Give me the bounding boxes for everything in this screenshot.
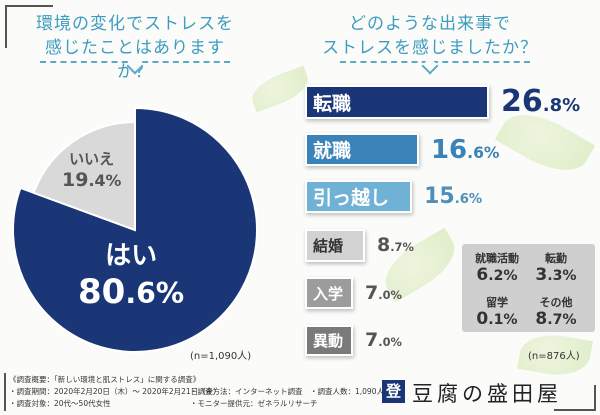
question-line: 環境の変化でストレスを bbox=[36, 14, 234, 34]
bar-value: 8.7% bbox=[377, 234, 414, 256]
bar-2: 引っ越し bbox=[305, 180, 413, 213]
bar-5: 異動 bbox=[305, 325, 354, 356]
corner-bracket bbox=[554, 385, 596, 411]
brand-name: 豆腐の盛田屋 bbox=[412, 382, 562, 406]
pie-chart bbox=[12, 106, 258, 353]
other-reason-value: 6.2% bbox=[476, 265, 518, 285]
sample-size: (n=876人) bbox=[528, 351, 580, 362]
bar-label: 引っ越し bbox=[313, 187, 390, 209]
bar-label: 転職 bbox=[313, 92, 352, 115]
bar-label: 異動 bbox=[313, 332, 344, 350]
brand-logo: 登 bbox=[382, 380, 405, 403]
bar-value: 26.8% bbox=[501, 84, 581, 119]
bar-3: 結婚 bbox=[305, 229, 365, 262]
bar-4: 入学 bbox=[305, 277, 354, 309]
other-reason-label: その他 bbox=[539, 296, 573, 309]
bar-0: 転職 bbox=[305, 85, 489, 119]
right-question: どのような出来事で ストレスを感じましたか？ bbox=[320, 12, 540, 60]
other-reason-value: 0.1% bbox=[476, 309, 518, 329]
corner-bracket bbox=[5, 5, 53, 48]
left-question: 環境の変化でストレスを 感じたことはありますか？ bbox=[30, 12, 240, 84]
pie-slice-no bbox=[32, 120, 136, 232]
other-reason-item: その他 8.7% bbox=[526, 294, 586, 329]
bar-value: 16.6% bbox=[430, 134, 500, 165]
slice-label: はい bbox=[105, 241, 158, 271]
pie-label-no: いいえ 19.4% bbox=[62, 148, 121, 191]
slice-value: 19.4% bbox=[62, 169, 122, 191]
bar-value: 15.6% bbox=[424, 183, 483, 209]
survey-target: ・調査対象：20代～50代女性 bbox=[9, 399, 111, 408]
other-reason-item: 留学 0.1% bbox=[466, 294, 528, 329]
survey-method-info: ・調査方法：インターネット調査 ・モニター提供元：ゼネラルリサーチ bbox=[190, 386, 318, 410]
bar-label: 入学 bbox=[313, 284, 344, 303]
survey-monitor: ・モニター提供元：ゼネラルリサーチ bbox=[190, 399, 318, 408]
bar-value: 7.0% bbox=[365, 329, 402, 351]
other-reasons-box bbox=[462, 244, 595, 332]
other-reason-item: 就職活動 6.2% bbox=[466, 250, 528, 285]
bar-value: 7.0% bbox=[365, 281, 402, 304]
survey-period: ・調査期間：2020年2月20日（木）～ 2020年2月21日（金） bbox=[9, 387, 221, 396]
survey-summary: 《調査概要：「新しい環境と肌ストレス」に関する調査》 ・調査期間：2020年2月… bbox=[9, 374, 221, 410]
survey-method: ・調査方法：インターネット調査 bbox=[190, 387, 303, 396]
other-reason-label: 留学 bbox=[486, 296, 508, 309]
pie-label-yes: はい 80.6% bbox=[78, 235, 184, 312]
bar-label: 就職 bbox=[313, 140, 352, 162]
other-reason-label: 就職活動 bbox=[475, 252, 519, 265]
question-line: どのような出来事で bbox=[349, 14, 511, 34]
survey-title: 《調査概要：「新しい環境と肌ストレス」に関する調査》 bbox=[9, 375, 201, 384]
other-reason-value: 8.7% bbox=[535, 309, 577, 329]
other-reason-label: 転勤 bbox=[545, 252, 567, 265]
bar-label: 結婚 bbox=[313, 237, 344, 255]
survey-count: ・調査人数：1,090人 bbox=[310, 387, 384, 396]
corner-bracket bbox=[4, 373, 44, 411]
other-reason-value: 3.3% bbox=[535, 265, 577, 285]
sample-size: (n=1,090人) bbox=[190, 351, 252, 362]
bar-1: 就職 bbox=[305, 133, 419, 166]
other-reason-item: 転勤 3.3% bbox=[526, 250, 586, 285]
question-line: ストレスを感じましたか？ bbox=[322, 38, 538, 58]
slice-label: いいえ bbox=[69, 150, 115, 168]
slice-value: 80.6% bbox=[78, 272, 185, 312]
